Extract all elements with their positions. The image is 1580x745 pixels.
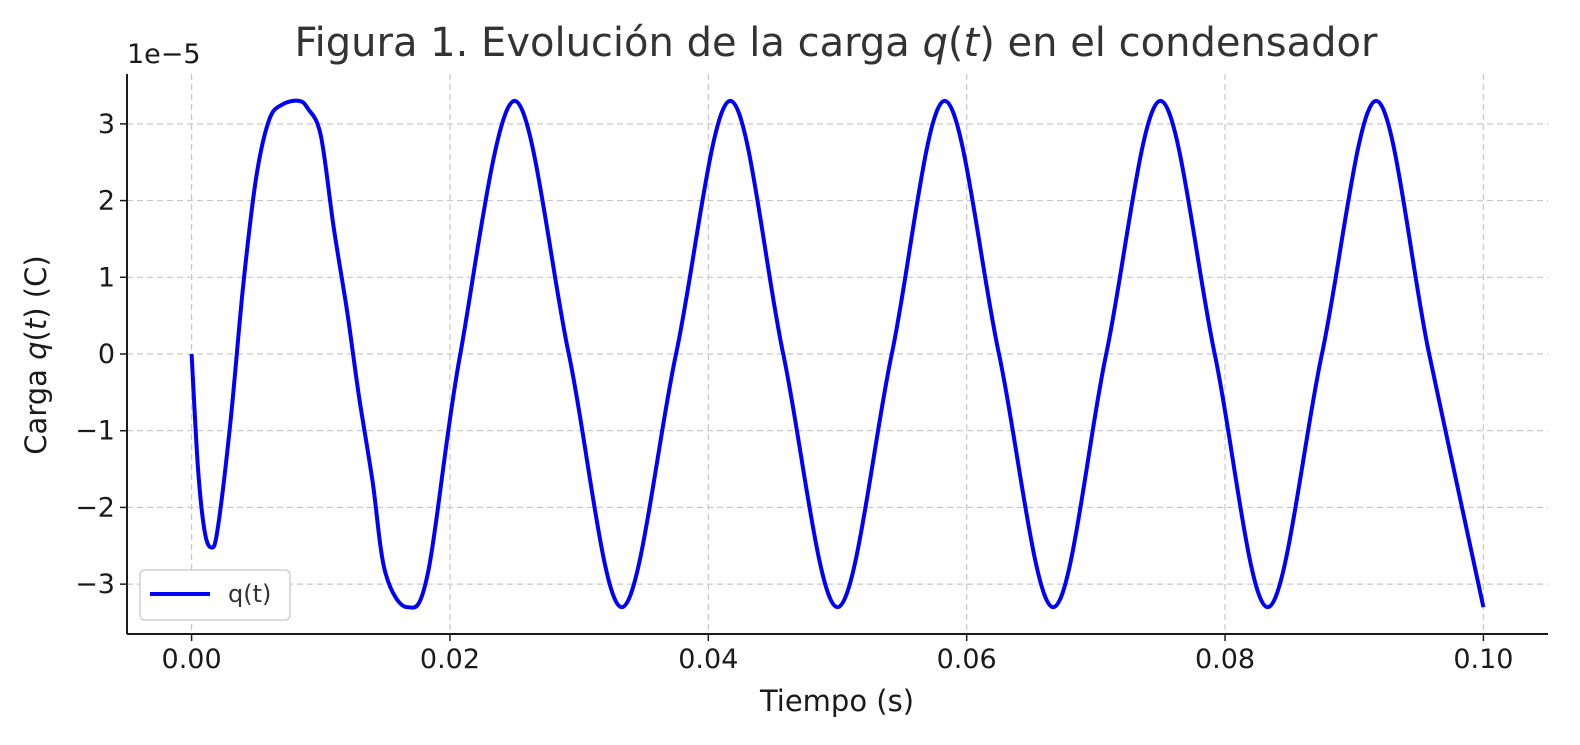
y-tick-label: 3 bbox=[98, 109, 115, 140]
series-line-q bbox=[189, 98, 1486, 610]
x-tick-label: 0.02 bbox=[420, 644, 480, 675]
x-tick-label: 0.08 bbox=[1195, 644, 1255, 675]
series-layer bbox=[189, 98, 1486, 610]
axis-ticks: 0.00 0.02 0.04 0.06 0.08 0.10 −3 −2 −1 0 1 2 3 bbox=[75, 109, 1513, 675]
y-tick-label: −1 bbox=[75, 416, 115, 447]
y-axis-label: Carga q(t) (C) bbox=[19, 255, 53, 454]
y-tick-label: 0 bbox=[98, 339, 115, 370]
legend: q(t) bbox=[139, 569, 291, 621]
x-tick-label: 0.06 bbox=[937, 644, 997, 675]
y-tick-label: 2 bbox=[98, 186, 115, 217]
y-offset-label: 1e−5 bbox=[127, 39, 201, 70]
x-axis-label: Tiempo (s) bbox=[759, 684, 914, 718]
y-tick-label: 1 bbox=[98, 262, 115, 293]
grid bbox=[127, 74, 1548, 634]
chart-title: Figura 1. Evolución de la carga q(t) en … bbox=[295, 20, 1378, 66]
x-tick-label: 0.10 bbox=[1453, 644, 1513, 675]
x-tick-label: 0.04 bbox=[678, 644, 738, 675]
y-tick-label: −2 bbox=[75, 492, 115, 523]
x-tick-label: 0.00 bbox=[162, 644, 222, 675]
y-tick-label: −3 bbox=[75, 569, 115, 600]
legend-box bbox=[139, 569, 291, 621]
legend-label-q: q(t) bbox=[228, 580, 271, 608]
